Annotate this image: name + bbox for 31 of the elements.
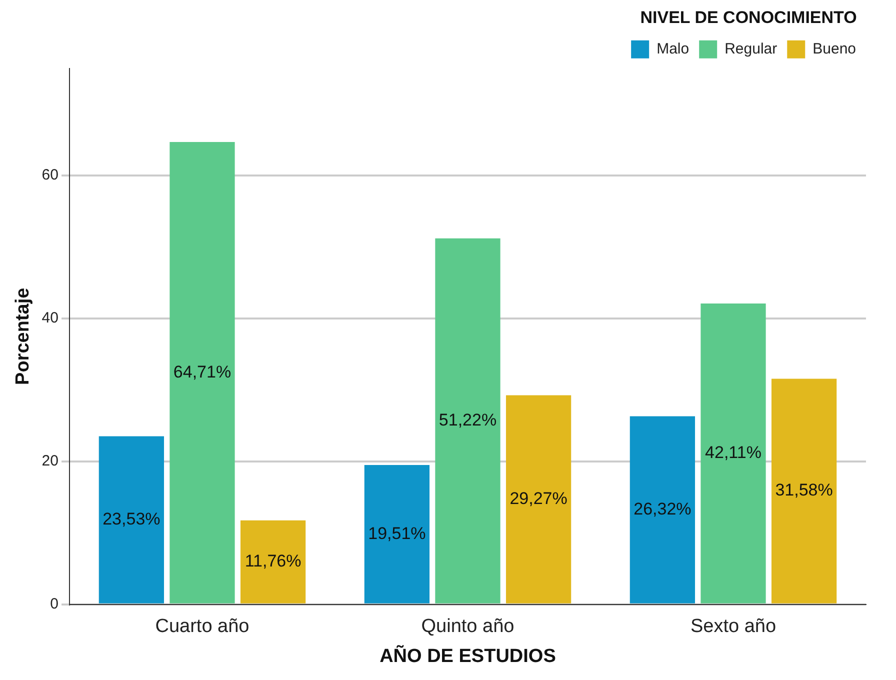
y-tick-label: 60 xyxy=(42,166,58,184)
bar xyxy=(240,520,306,604)
y-tick-label: 20 xyxy=(42,452,58,470)
x-tick-label: Cuarto año xyxy=(155,616,250,638)
x-axis-title: AÑO DE ESTUDIOS xyxy=(380,644,556,667)
bar xyxy=(771,378,837,604)
data-label: 23,53% xyxy=(102,510,160,529)
legend-title: NIVEL DE CONOCIMIENTO xyxy=(640,8,857,28)
x-tick-label: Quinto año xyxy=(421,616,514,638)
data-label: 19,51% xyxy=(368,524,426,543)
bar xyxy=(630,416,696,604)
legend-label: Malo xyxy=(656,40,690,58)
data-label: 11,76% xyxy=(244,552,302,571)
data-label: 51,22% xyxy=(438,410,497,430)
legend-label: Bueno xyxy=(812,40,856,58)
data-label: 29,27% xyxy=(510,488,568,508)
data-label: 31,58% xyxy=(775,480,833,500)
bar xyxy=(435,238,500,604)
bar xyxy=(700,303,766,604)
y-tick-label: 40 xyxy=(42,310,58,327)
bar xyxy=(98,436,164,604)
x-tick-label: Sexto año xyxy=(690,616,776,638)
data-label: 42,11% xyxy=(705,443,762,462)
y-axis-title: Porcentaje xyxy=(12,288,34,385)
bar xyxy=(506,395,572,604)
legend-label: Regular xyxy=(724,40,778,58)
y-tick-label: 0 xyxy=(50,596,58,613)
data-label: 64,71% xyxy=(173,362,232,382)
data-label: 26,32% xyxy=(634,500,692,519)
bar xyxy=(364,464,430,604)
bar xyxy=(170,142,235,604)
